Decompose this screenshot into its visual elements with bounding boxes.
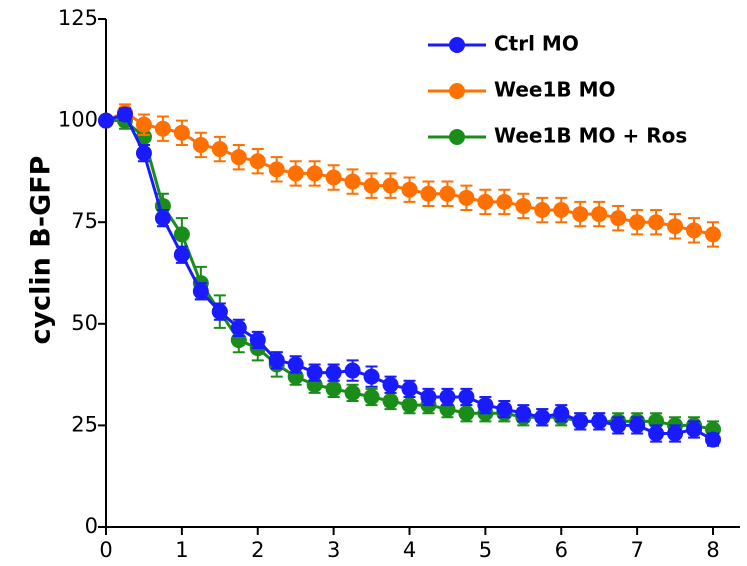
marker — [686, 222, 703, 239]
series — [98, 106, 721, 448]
marker — [135, 128, 152, 145]
marker — [211, 303, 228, 320]
y-tick-label: 25 — [71, 412, 98, 436]
marker — [572, 413, 589, 430]
marker — [230, 149, 247, 166]
marker — [686, 421, 703, 438]
marker — [648, 425, 665, 442]
marker — [420, 388, 437, 405]
marker — [572, 206, 589, 223]
marker — [534, 202, 551, 219]
marker — [268, 161, 285, 178]
marker — [648, 214, 665, 231]
marker — [211, 141, 228, 158]
y-tick-label: 50 — [71, 311, 98, 335]
marker — [363, 368, 380, 385]
marker — [382, 376, 399, 393]
marker — [173, 246, 190, 263]
marker — [401, 397, 418, 414]
marker — [249, 332, 266, 349]
marker — [439, 185, 456, 202]
y-tick-label: 100 — [58, 108, 98, 132]
x-tick-label: 5 — [479, 538, 492, 562]
marker — [306, 364, 323, 381]
marker — [325, 380, 342, 397]
marker — [154, 210, 171, 227]
marker — [344, 173, 361, 190]
marker — [173, 124, 190, 141]
marker — [629, 214, 646, 231]
marker — [363, 388, 380, 405]
marker — [344, 384, 361, 401]
marker — [477, 193, 494, 210]
marker — [667, 425, 684, 442]
marker — [458, 388, 475, 405]
x-tick-label: 3 — [327, 538, 340, 562]
legend-label: Wee1B MO — [494, 78, 616, 102]
marker — [268, 352, 285, 369]
marker — [515, 197, 532, 214]
marker — [458, 405, 475, 422]
marker — [287, 165, 304, 182]
marker — [116, 106, 133, 123]
marker — [610, 210, 627, 227]
marker — [230, 319, 247, 336]
marker — [192, 283, 209, 300]
marker — [591, 206, 608, 223]
legend-label: Wee1B MO + Ros — [494, 124, 687, 148]
marker — [401, 181, 418, 198]
marker — [401, 380, 418, 397]
marker — [382, 393, 399, 410]
marker — [173, 226, 190, 243]
y-tick-label: 0 — [85, 514, 98, 538]
x-tick-label: 1 — [175, 538, 188, 562]
marker — [496, 401, 513, 418]
marker — [98, 112, 114, 129]
legend-marker — [449, 129, 465, 145]
y-axis-label: cyclin B-GFP — [26, 156, 57, 345]
marker — [629, 417, 646, 434]
y-tick-label: 75 — [71, 209, 98, 233]
y-tick-label: 125 — [58, 6, 98, 30]
x-tick-label: 0 — [99, 538, 112, 562]
marker — [439, 388, 456, 405]
marker — [135, 116, 152, 133]
x-tick-label: 2 — [251, 538, 264, 562]
marker — [287, 356, 304, 373]
marker — [325, 169, 342, 186]
legend-label: Ctrl MO — [494, 32, 579, 56]
marker — [553, 405, 570, 422]
marker — [420, 185, 437, 202]
x-tick-label: 7 — [630, 538, 643, 562]
marker — [382, 177, 399, 194]
legend-marker — [449, 83, 465, 99]
x-tick-label: 8 — [706, 538, 719, 562]
marker — [477, 397, 494, 414]
marker — [534, 409, 551, 426]
marker — [705, 431, 721, 448]
marker — [363, 177, 380, 194]
marker — [192, 136, 209, 153]
marker — [154, 120, 171, 137]
marker — [458, 189, 475, 206]
legend-marker — [449, 37, 465, 53]
marker — [705, 226, 721, 243]
marker — [249, 153, 266, 170]
marker — [610, 417, 627, 434]
marker — [496, 193, 513, 210]
x-tick-label: 6 — [555, 538, 568, 562]
x-tick-label: 4 — [403, 538, 416, 562]
marker — [325, 364, 342, 381]
marker — [135, 145, 152, 162]
marker — [667, 218, 684, 235]
marker — [344, 362, 361, 379]
marker — [553, 202, 570, 219]
marker — [515, 405, 532, 422]
marker — [306, 165, 323, 182]
marker — [591, 413, 608, 430]
